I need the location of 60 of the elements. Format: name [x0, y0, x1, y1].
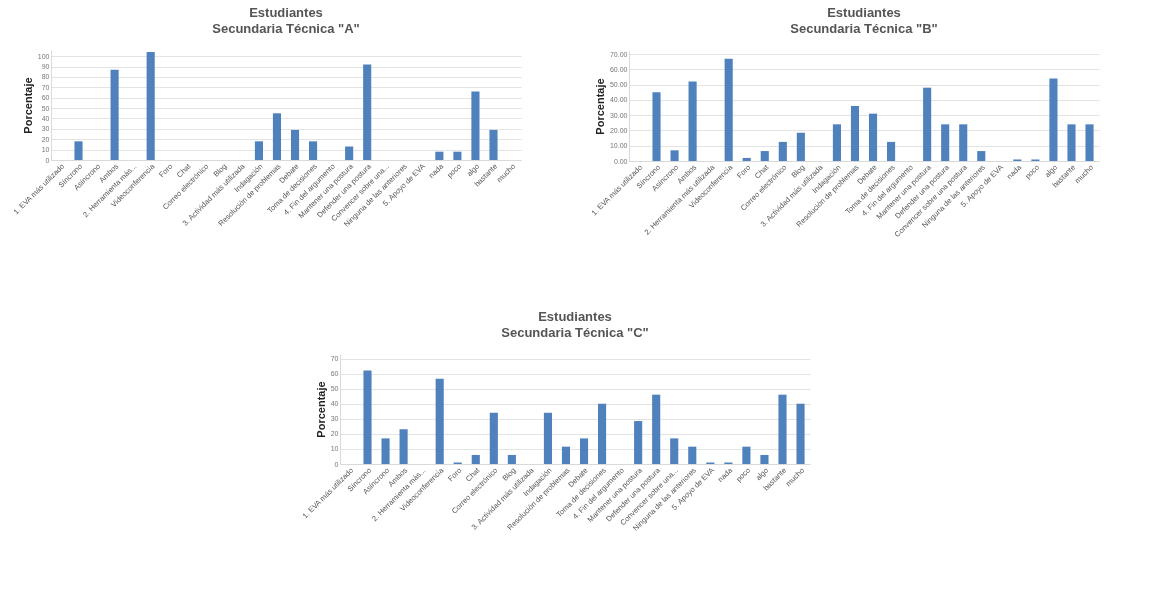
bar: [561, 446, 571, 464]
bar: [868, 113, 878, 161]
bar: [887, 141, 896, 161]
chart-title: Estudiantes: [538, 309, 612, 324]
bar: [345, 146, 354, 160]
bar: [489, 129, 498, 160]
bar: [1067, 124, 1076, 161]
bar: [290, 129, 300, 160]
chart-title: Estudiantes: [249, 5, 323, 20]
y-axis-title: Porcentaje: [314, 381, 327, 438]
bar: [1049, 78, 1058, 161]
bar: [471, 91, 480, 160]
bar: [272, 113, 282, 160]
bar: [363, 64, 372, 160]
bar: [381, 438, 390, 464]
bar: [688, 446, 697, 464]
chart-subtitle: Secundaria Técnica "B": [790, 21, 938, 37]
bar: [760, 151, 769, 161]
bar: [543, 412, 552, 464]
bar: [507, 454, 516, 464]
bar: [74, 141, 83, 160]
bar: [435, 378, 444, 464]
bar: [309, 141, 318, 160]
bar: [742, 446, 751, 464]
bar: [724, 58, 733, 161]
bar: [435, 151, 444, 160]
bar: [959, 124, 968, 161]
y-axis-title: Porcentaje: [593, 78, 606, 135]
bar: [652, 92, 661, 161]
bar: [923, 87, 932, 161]
bar: [742, 157, 751, 161]
bar: [670, 438, 679, 464]
bar: [652, 394, 661, 464]
bar: [760, 454, 769, 464]
bar: [850, 106, 860, 161]
y-axis-title: Porcentaje: [21, 77, 34, 134]
bar: [146, 52, 155, 160]
bar: [471, 454, 480, 464]
bar: [977, 151, 986, 161]
bar: [778, 394, 787, 464]
chart-subtitle: Secundaria Técnica "A": [212, 21, 360, 36]
bar: [489, 412, 498, 464]
bar: [941, 124, 950, 161]
bar: [453, 151, 462, 160]
chart-title: Estudiantes: [827, 5, 901, 21]
bar: [796, 132, 805, 161]
chart-subtitle: Secundaria Técnica "C": [501, 325, 649, 340]
bar: [796, 403, 805, 464]
bar: [634, 421, 643, 464]
bar: [399, 429, 408, 464]
bar: [778, 141, 787, 161]
bar: [670, 150, 679, 161]
bar: [832, 124, 841, 161]
bar: [363, 370, 372, 464]
bar: [579, 438, 589, 464]
bar: [254, 141, 263, 160]
bar: [1085, 124, 1094, 161]
bar: [598, 403, 607, 464]
bar: [110, 69, 119, 160]
bar: [688, 81, 697, 161]
